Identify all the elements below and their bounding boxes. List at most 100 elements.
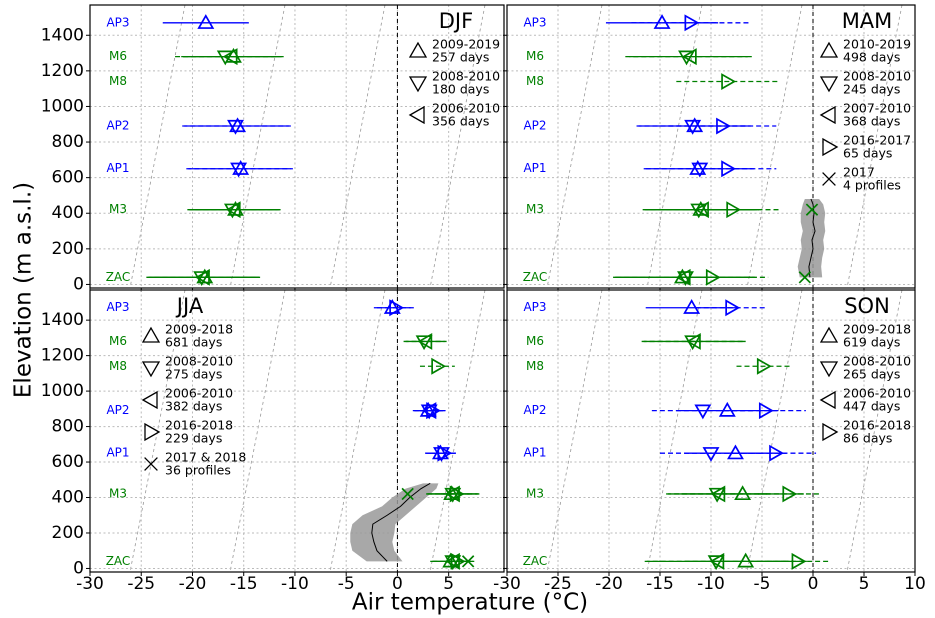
- x-tick-label: 5: [859, 574, 870, 594]
- guide-line: [447, 290, 502, 572]
- marker: [737, 552, 755, 568]
- station-label: M6: [109, 334, 127, 348]
- guide-line: [546, 290, 603, 572]
- panel-title: SON: [844, 294, 890, 318]
- guide-line: [746, 290, 803, 572]
- y-tick-label: 200: [52, 239, 84, 259]
- legend-note: 65 days: [843, 146, 892, 161]
- plot-area: AP3 M6 M8 AP2 AP1 M3 ZAC: [90, 5, 504, 288]
- marker: [461, 555, 475, 568]
- marker: [684, 14, 700, 32]
- marker: [758, 402, 774, 420]
- marker: [216, 50, 234, 66]
- x-tick-label: 10: [904, 574, 926, 594]
- legend-marker: [141, 390, 158, 410]
- x-tick-label: -10: [281, 574, 309, 594]
- guide-line: [846, 5, 903, 288]
- marker: [684, 119, 702, 135]
- station-label: AP1: [523, 161, 546, 175]
- legend-marker: [822, 422, 839, 442]
- marker: [691, 162, 709, 178]
- y-tick-label: 600: [52, 452, 84, 472]
- marker: [417, 332, 433, 350]
- marker: [227, 119, 244, 135]
- marker: [653, 14, 671, 29]
- marker: [449, 485, 465, 503]
- station-label: ZAC: [106, 554, 131, 568]
- x-tick-label: 0: [808, 574, 819, 594]
- marker: [431, 357, 447, 375]
- y-tick-label: 1000: [41, 381, 84, 401]
- legend-note: 619 days: [843, 335, 900, 350]
- legend-note: 447 days: [843, 399, 900, 414]
- legend-note: 245 days: [843, 82, 900, 97]
- legend-marker: [408, 105, 425, 125]
- marker: [721, 160, 737, 178]
- station-label: M3: [109, 486, 127, 500]
- x-tick-label: -25: [544, 574, 572, 594]
- guide-line: [746, 5, 803, 288]
- x-tick-label: -5: [338, 574, 355, 594]
- legend-label: 2006-2010: [432, 101, 500, 116]
- marker: [222, 48, 238, 66]
- station-label: AP3: [106, 300, 129, 314]
- marker: [389, 299, 405, 317]
- marker: [716, 117, 731, 135]
- marker: [445, 552, 460, 570]
- legend-marker: [408, 76, 428, 93]
- station-label: M8: [526, 74, 544, 88]
- y-tick-label: 800: [52, 132, 84, 152]
- panel-title: DJF: [439, 9, 473, 33]
- marker: [721, 73, 737, 90]
- station-label: M6: [109, 49, 127, 63]
- y-tick-label: 0: [73, 558, 84, 578]
- legend-label: 2017: [843, 165, 875, 180]
- legend-label: 2008-2010: [843, 69, 911, 84]
- marker: [705, 268, 721, 286]
- station-label: AP2: [106, 403, 129, 417]
- legend-note: 681 days: [165, 335, 222, 350]
- legend-label: 2007-2010: [843, 101, 911, 116]
- marker: [197, 14, 215, 29]
- legend-label: 2016-2017: [843, 133, 911, 148]
- legend-label: 2008-2010: [843, 354, 911, 369]
- guide-line: [329, 5, 386, 288]
- marker: [710, 485, 726, 503]
- axes-frame: [89, 4, 505, 289]
- legend-marker: [819, 326, 839, 343]
- marker: [769, 444, 784, 462]
- y-tick-label: 600: [52, 168, 84, 188]
- marker: [798, 271, 812, 284]
- station-label: M8: [109, 74, 127, 88]
- legend-note: 368 days: [843, 114, 900, 129]
- marker: [229, 117, 247, 133]
- station-label: AP3: [106, 15, 129, 29]
- marker: [689, 160, 707, 175]
- station-label: M3: [109, 202, 127, 216]
- legend-note: 498 days: [843, 50, 900, 65]
- station-label: M3: [526, 202, 544, 216]
- marker: [401, 487, 414, 501]
- y-tick-label: 0: [73, 274, 84, 294]
- marker: [727, 444, 744, 460]
- marker: [426, 402, 441, 420]
- panel-title: MAM: [842, 9, 893, 33]
- x-tick-label: -30: [493, 574, 521, 594]
- legend-note: 265 days: [843, 367, 900, 382]
- legend-marker: [144, 422, 161, 442]
- legend-label: 2008-2010: [165, 354, 233, 369]
- legend-label: 2008-2010: [432, 69, 500, 84]
- guide-line: [429, 290, 486, 572]
- marker: [791, 552, 807, 570]
- marker: [450, 552, 466, 570]
- station-label: M8: [526, 359, 544, 373]
- y-axis-label: Elevation (m a.s.l.): [11, 182, 37, 398]
- legend-note: 356 days: [432, 114, 489, 129]
- legend-label: 2016-2018: [165, 418, 233, 433]
- marker: [686, 117, 704, 133]
- legend-note: 86 days: [843, 431, 892, 446]
- legend-label: 2009-2018: [843, 322, 911, 337]
- marker: [195, 268, 210, 286]
- station-label: AP3: [523, 300, 546, 314]
